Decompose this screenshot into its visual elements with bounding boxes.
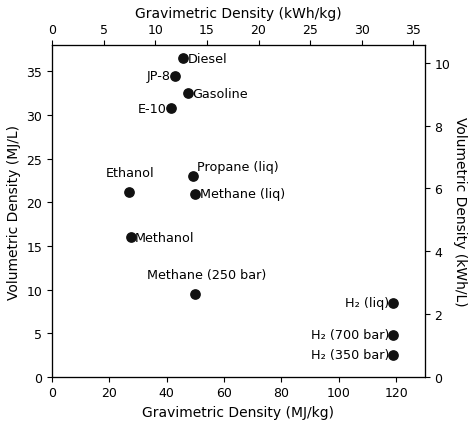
Text: H₂ (liq): H₂ (liq) [345, 296, 389, 309]
Text: Diesel: Diesel [188, 53, 228, 66]
Text: H₂ (700 bar): H₂ (700 bar) [310, 328, 389, 342]
Point [127, 234, 135, 241]
Y-axis label: Volumetric Density (kWh/L): Volumetric Density (kWh/L) [453, 117, 467, 306]
Text: Methanol: Methanol [135, 231, 195, 244]
X-axis label: Gravimetric Density (kWh/kg): Gravimetric Density (kWh/kg) [135, 7, 342, 21]
Text: Gasoline: Gasoline [192, 87, 247, 101]
Text: H₂ (350 bar): H₂ (350 bar) [310, 348, 389, 362]
Text: Propane (liq): Propane (liq) [197, 161, 279, 174]
Point [390, 332, 397, 339]
Text: Ethanol: Ethanol [106, 166, 155, 179]
Point [390, 352, 397, 359]
Point [390, 299, 397, 306]
Point [191, 191, 199, 198]
Point [172, 73, 179, 80]
X-axis label: Gravimetric Density (MJ/kg): Gravimetric Density (MJ/kg) [143, 405, 335, 419]
Point [191, 291, 199, 298]
Text: Methane (liq): Methane (liq) [200, 187, 285, 201]
Text: JP-8: JP-8 [147, 70, 171, 83]
Text: E-10: E-10 [138, 102, 167, 115]
Point [189, 173, 196, 180]
Y-axis label: Volumetric Density (MJ/L): Volumetric Density (MJ/L) [7, 124, 21, 299]
Point [167, 105, 175, 112]
Text: Methane (250 bar): Methane (250 bar) [147, 268, 266, 281]
Point [184, 91, 191, 98]
Point [180, 56, 187, 63]
Point [125, 189, 133, 196]
